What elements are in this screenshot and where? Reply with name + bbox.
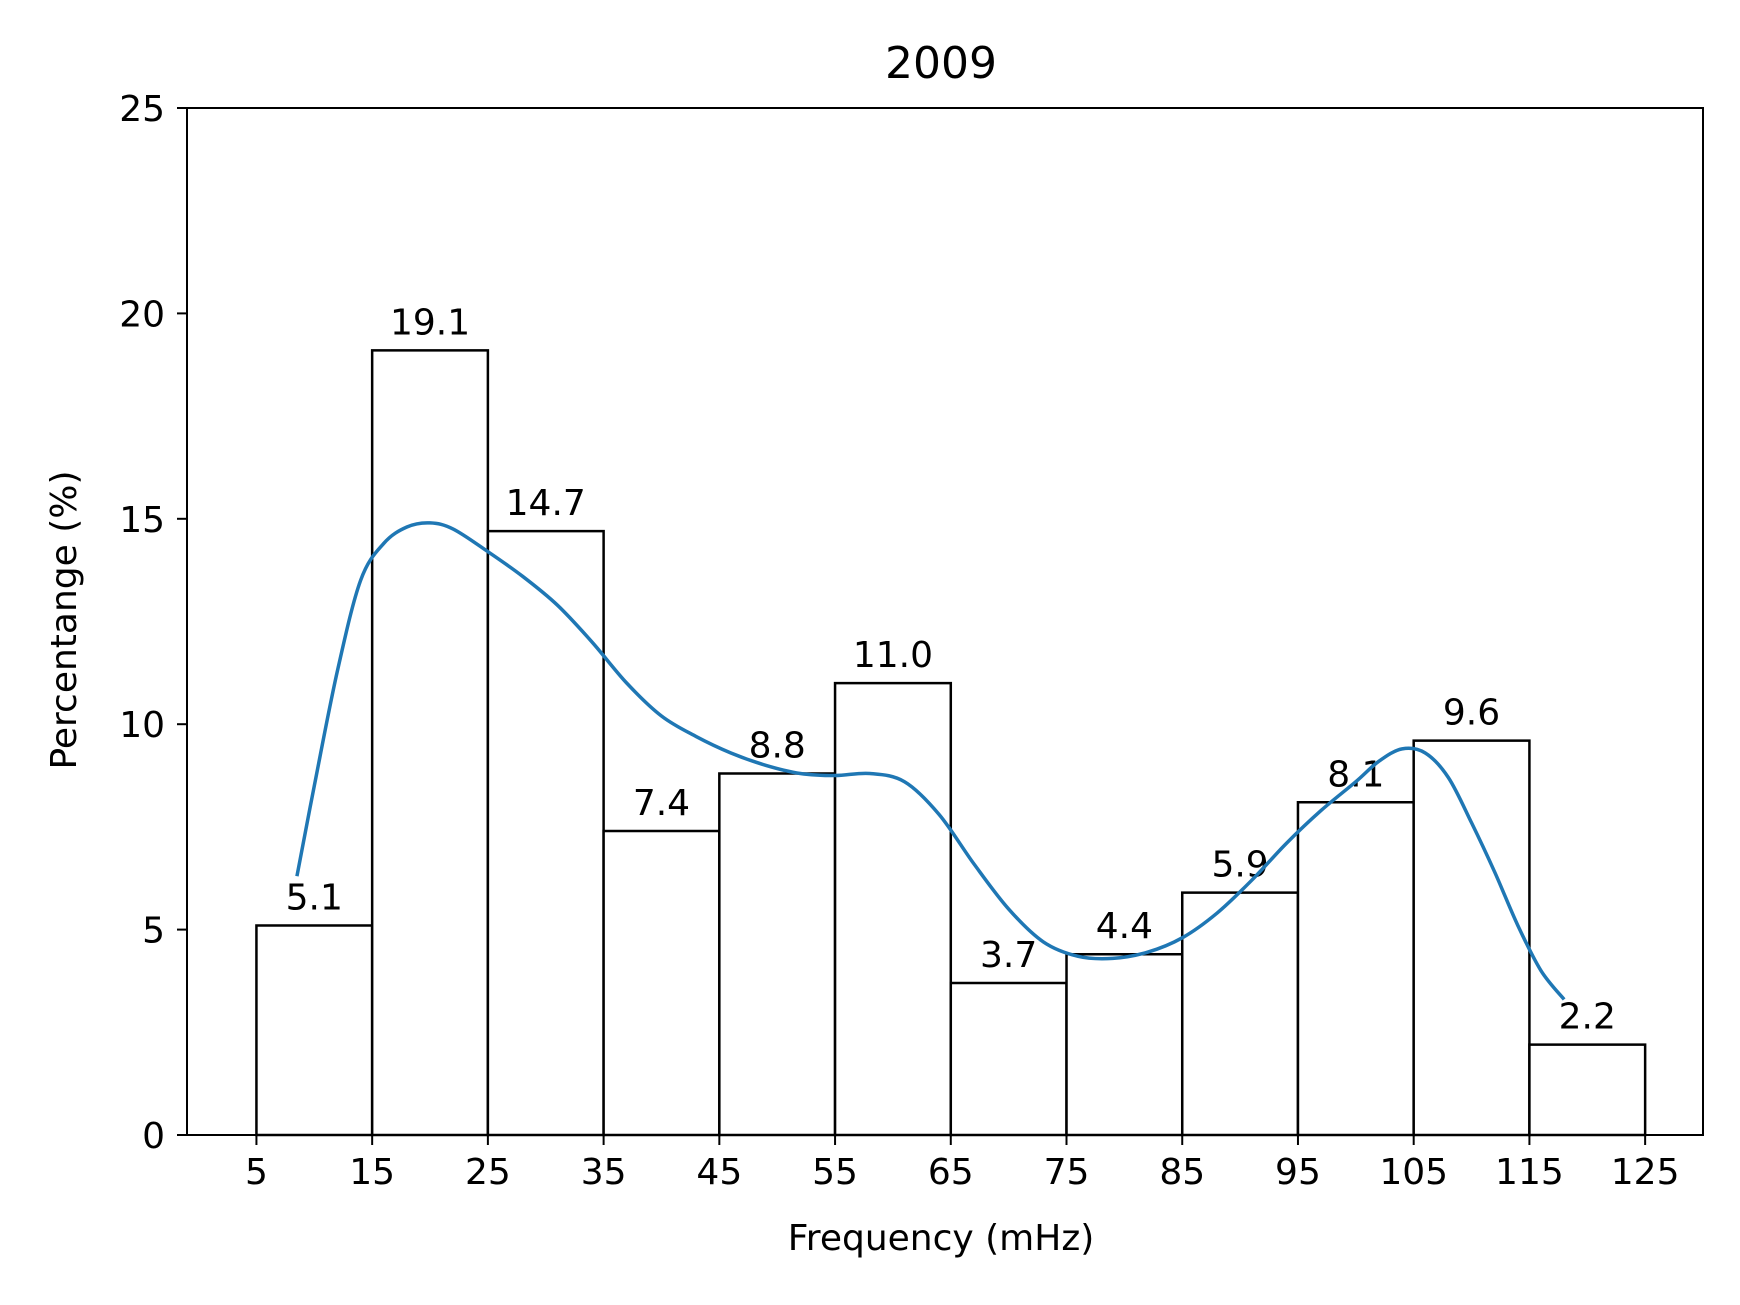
histogram-bar — [370, 349, 490, 1137]
bar-value-label: 4.4 — [1096, 906, 1153, 947]
histogram-bar — [1180, 891, 1300, 1137]
x-tick-label: 95 — [1275, 1152, 1321, 1193]
y-axis-label: Percentange (%) — [44, 470, 85, 769]
x-tick-label: 25 — [465, 1152, 511, 1193]
histogram-bar — [718, 772, 837, 1137]
bar-value-label: 7.4 — [633, 783, 690, 824]
bar-value-label: 2.2 — [1559, 997, 1616, 1038]
x-tick-label: 15 — [349, 1152, 395, 1193]
plot-frame — [186, 107, 1704, 1136]
histogram-bar — [833, 681, 953, 1137]
bar-value-label: 19.1 — [390, 302, 470, 343]
y-tick-label: 20 — [119, 294, 165, 335]
x-tick-label: 75 — [1044, 1152, 1090, 1193]
histogram-bar — [1296, 801, 1415, 1137]
y-tick-label: 15 — [119, 500, 165, 541]
x-tick-label: 125 — [1611, 1152, 1680, 1193]
y-tick-label: 5 — [142, 911, 165, 952]
bar-value-label: 11.0 — [853, 635, 933, 676]
bar-value-label: 9.6 — [1443, 693, 1500, 734]
histogram-bar — [486, 529, 605, 1137]
kde-curve-line — [295, 521, 1566, 1001]
y-tick-label: 25 — [119, 89, 165, 130]
y-axis-ticks: 0 5 10 15 20 25 — [119, 89, 187, 1157]
histogram-bar — [1412, 739, 1531, 1137]
y-tick-label: 0 — [142, 1116, 165, 1157]
x-tick-label: 35 — [581, 1152, 627, 1193]
bar-labels-group: 5.1 19.1 14.7 7.4 8.8 11.0 3.7 4.4 5.9 8.1 9.6 2.2 — [286, 302, 1616, 1037]
bar-value-label: 8.8 — [749, 725, 806, 766]
bar-value-label: 3.7 — [980, 935, 1037, 976]
x-tick-label: 55 — [812, 1152, 858, 1193]
histogram-bar — [255, 924, 374, 1137]
bars-group — [255, 349, 1647, 1137]
x-tick-label: 5 — [245, 1152, 268, 1193]
histogram-bar — [1065, 952, 1184, 1137]
x-tick-label: 65 — [928, 1152, 974, 1193]
x-tick-label: 115 — [1495, 1152, 1564, 1193]
bar-value-label: 8.1 — [1327, 754, 1384, 795]
histogram-bar — [949, 981, 1068, 1137]
x-axis-label: Frequency (mHz) — [788, 1218, 1095, 1259]
chart-title: 2009 — [885, 38, 997, 89]
bar-value-label: 5.1 — [286, 877, 343, 918]
histogram-bar — [602, 829, 721, 1137]
bar-value-label: 5.9 — [1211, 845, 1268, 886]
histogram-bar — [1528, 1043, 1647, 1137]
x-tick-label: 85 — [1159, 1152, 1205, 1193]
bar-value-label: 14.7 — [506, 483, 586, 524]
x-tick-label: 45 — [696, 1152, 742, 1193]
y-tick-label: 10 — [119, 705, 165, 746]
x-tick-label: 105 — [1379, 1152, 1448, 1193]
x-axis-ticks: 5 15 25 35 45 55 65 75 85 95 105 115 125 — [245, 1135, 1680, 1193]
